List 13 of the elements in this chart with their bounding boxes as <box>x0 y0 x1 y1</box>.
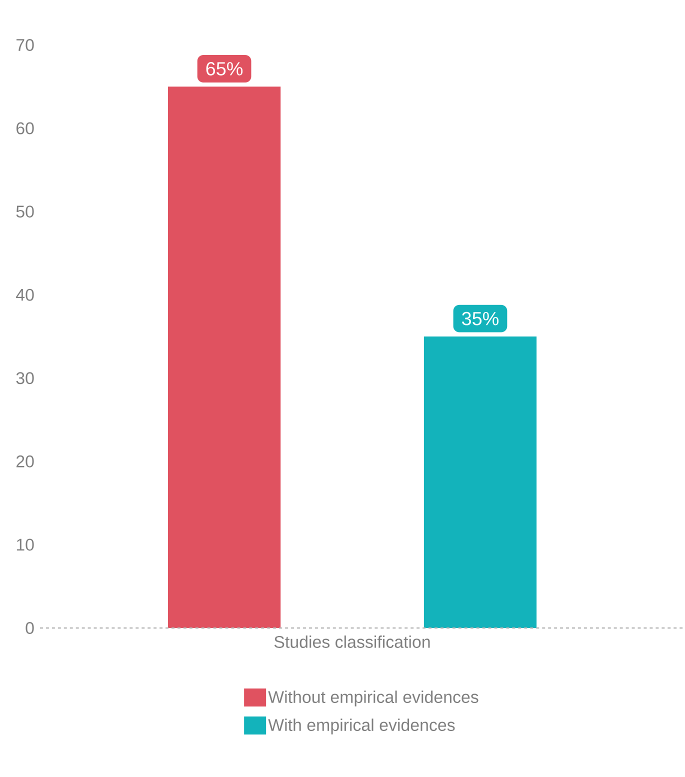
y-tick-label: 10 <box>16 538 34 551</box>
y-tick-label: 50 <box>16 206 34 218</box>
x-tick-label: Studies classification <box>274 636 430 648</box>
legend-label: With empirical evidences <box>268 718 455 734</box>
data-label: 65% <box>206 62 243 76</box>
data-label: 35% <box>462 312 498 326</box>
y-tick-label: 0 <box>26 622 34 634</box>
y-tick-label: 60 <box>16 122 34 134</box>
y-tick-label: 30 <box>16 372 34 384</box>
y-tick-label: 20 <box>16 455 34 468</box>
y-tick-label: 40 <box>16 288 34 301</box>
y-tick-label: 70 <box>16 39 34 51</box>
legend-label: Without empirical evidences <box>268 690 478 706</box>
